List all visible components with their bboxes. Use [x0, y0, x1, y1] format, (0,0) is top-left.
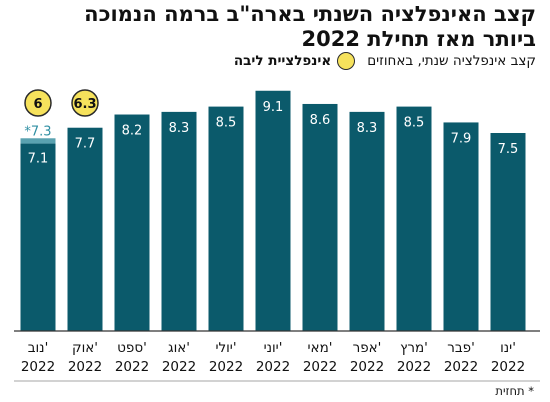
core-inflation-legend-icon	[337, 52, 356, 70]
bar-value-label: 8.3	[357, 121, 378, 136]
bar	[20, 143, 56, 331]
bar	[349, 111, 385, 331]
x-tick-year: 2022	[444, 359, 478, 375]
core-inflation-label: 6.3	[73, 97, 96, 112]
x-tick-year: 2022	[397, 359, 431, 375]
subtitle-legend-row: קצב אינפלציה שנתי, באחוזים אינפלציית ליב…	[234, 52, 536, 70]
bar-value-label: 8.2	[122, 124, 143, 139]
x-tick-month: יולי'	[215, 340, 236, 356]
x-tick-month: ספט'	[117, 340, 147, 356]
bar	[208, 106, 244, 331]
x-tick-month: ינו'	[500, 340, 516, 356]
bar-value-label: 8.5	[216, 116, 237, 131]
bar	[255, 90, 291, 331]
bar	[396, 106, 432, 331]
x-tick-year: 2022	[209, 359, 243, 375]
bar	[114, 114, 150, 332]
core-inflation-label: 6	[33, 97, 42, 112]
x-tick-year: 2022	[491, 359, 525, 375]
x-tick-year: 2022	[256, 359, 290, 375]
bar-value-label: 7.1	[28, 152, 49, 167]
title-line-2: ביותר מאז תחילת 2022	[301, 27, 536, 51]
x-tick-month: מרץ'	[400, 340, 428, 356]
bar	[443, 122, 479, 331]
core-inflation-legend-label: אינפלציית ליבה	[233, 53, 332, 69]
core-inflation-marker	[24, 89, 52, 117]
bar-value-label: 8.3	[169, 121, 190, 136]
bar	[490, 133, 526, 331]
bar-value-label: 7.9	[451, 131, 472, 146]
bar-value-label: 7.5	[498, 142, 519, 157]
bar	[67, 127, 103, 331]
units-label: קצב אינפלציה שנתי, באחוזים	[367, 53, 536, 69]
x-tick-year: 2022	[303, 359, 337, 375]
x-tick-month: יוני'	[264, 340, 283, 356]
bar-value-label: 8.5	[404, 116, 425, 131]
x-tick-month: פבר'	[447, 340, 475, 356]
x-tick-month: אפר'	[353, 340, 382, 356]
x-tick-year: 2022	[68, 359, 102, 375]
forecast-value-label: *7.3	[24, 124, 51, 139]
core-inflation-marker	[71, 89, 99, 117]
bar	[302, 103, 338, 332]
footnote: * תחזית	[495, 384, 534, 398]
bar-value-label: 9.1	[263, 100, 284, 115]
x-tick-year: 2022	[350, 359, 384, 375]
bar-value-label: 7.7	[75, 137, 96, 152]
x-tick-year: 2022	[21, 359, 55, 375]
chart-title: קצב האינפלציה השנתי בארה"ב ברמה הנמוכה ב…	[6, 2, 536, 52]
x-tick-month: נוב'	[28, 340, 49, 356]
x-tick-month: מאי'	[308, 340, 333, 356]
x-tick-month: אוג'	[168, 340, 190, 356]
bar	[161, 111, 197, 331]
x-tick-year: 2022	[115, 359, 149, 375]
forecast-bar-segment	[20, 138, 56, 144]
bar-value-label: 8.6	[310, 113, 331, 128]
x-tick-month: אוק'	[72, 340, 98, 356]
x-tick-year: 2022	[162, 359, 196, 375]
title-line-1: קצב האינפלציה השנתי בארה"ב ברמה הנמוכה	[84, 2, 536, 26]
